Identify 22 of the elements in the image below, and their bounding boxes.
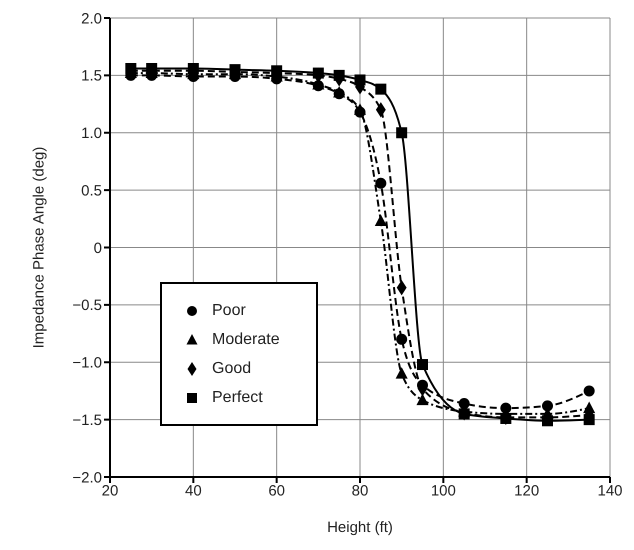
y-tick-label: −1.0 — [72, 354, 102, 372]
x-tick-label: 100 — [430, 482, 456, 500]
y-tick-label: −1.5 — [72, 412, 102, 429]
legend-label: Good — [212, 360, 252, 378]
legend-label: Moderate — [212, 330, 280, 348]
y-tick-label: 1.5 — [81, 68, 102, 85]
y-tick-label: −2.0 — [72, 469, 102, 486]
x-tick-label: 40 — [184, 482, 202, 500]
y-tick-label: 1.0 — [81, 125, 102, 142]
y-tick-label: −0.5 — [72, 297, 102, 314]
legend-label: Poor — [212, 302, 246, 320]
x-tick-label: 20 — [102, 482, 118, 500]
x-tick-label: 80 — [352, 482, 368, 500]
y-tick-label: 0.5 — [81, 182, 102, 200]
x-tick-label: 60 — [268, 482, 286, 500]
x-tick-label: 120 — [514, 482, 540, 500]
x-axis-title: Height (ft) — [327, 519, 393, 536]
x-tick-label: 140 — [597, 482, 623, 500]
y-axis-title: Impedance Phase Angle (deg) — [30, 146, 48, 348]
y-tick-label: 2.0 — [81, 10, 102, 28]
y-tick-label: 0 — [94, 240, 102, 257]
legend-label: Perfect — [212, 388, 263, 406]
